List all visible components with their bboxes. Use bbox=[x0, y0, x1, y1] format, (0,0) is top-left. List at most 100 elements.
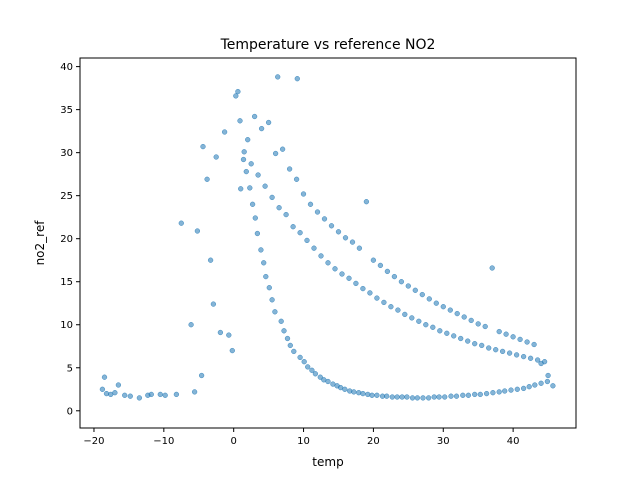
data-point bbox=[254, 230, 261, 237]
data-point bbox=[262, 183, 268, 189]
data-point bbox=[194, 228, 201, 234]
data-point bbox=[122, 392, 128, 398]
data-point bbox=[229, 347, 235, 354]
data-point bbox=[297, 230, 303, 236]
data-point bbox=[294, 76, 300, 82]
data-point bbox=[433, 300, 439, 306]
data-point bbox=[261, 260, 267, 266]
data-point bbox=[499, 348, 506, 355]
data-point bbox=[112, 390, 118, 396]
data-point bbox=[363, 199, 370, 205]
data-point bbox=[502, 388, 508, 394]
data-point bbox=[475, 321, 481, 327]
data-point bbox=[314, 209, 321, 215]
data-point bbox=[136, 395, 143, 401]
data-point bbox=[496, 328, 502, 335]
y-tick-label: 10 bbox=[60, 320, 73, 331]
data-point bbox=[517, 336, 523, 343]
x-tick-label: −10 bbox=[153, 436, 174, 447]
y-axis-label: no2_ref bbox=[33, 220, 47, 266]
data-point bbox=[335, 229, 342, 235]
data-point bbox=[339, 271, 345, 277]
data-point bbox=[191, 389, 198, 395]
data-point bbox=[389, 394, 395, 400]
data-point bbox=[381, 299, 387, 306]
data-point bbox=[328, 223, 335, 229]
data-point bbox=[477, 391, 483, 398]
data-point bbox=[293, 176, 300, 182]
data-point bbox=[489, 265, 495, 271]
data-point bbox=[101, 374, 108, 380]
data-point bbox=[99, 386, 106, 392]
x-tick-label: 30 bbox=[437, 436, 450, 447]
data-point bbox=[272, 150, 279, 157]
data-point bbox=[479, 342, 485, 349]
data-point bbox=[472, 391, 478, 398]
data-point bbox=[431, 394, 437, 400]
data-point bbox=[483, 390, 490, 397]
data-point bbox=[237, 118, 243, 124]
data-point bbox=[325, 378, 331, 385]
data-point bbox=[279, 146, 286, 152]
data-point bbox=[465, 392, 472, 398]
data-point bbox=[342, 386, 348, 392]
data-point bbox=[312, 371, 319, 377]
data-point bbox=[198, 372, 205, 379]
data-point bbox=[272, 309, 278, 315]
data-point bbox=[238, 186, 244, 192]
data-point bbox=[360, 285, 366, 292]
data-point bbox=[490, 390, 496, 396]
data-point bbox=[404, 394, 410, 400]
x-tick-label: 10 bbox=[297, 436, 310, 447]
data-point bbox=[210, 301, 217, 307]
data-point bbox=[342, 235, 349, 241]
data-point bbox=[266, 285, 272, 291]
data-point bbox=[405, 283, 411, 289]
data-point bbox=[287, 342, 293, 349]
data-point bbox=[297, 354, 303, 361]
data-point bbox=[486, 345, 492, 351]
data-point bbox=[207, 257, 214, 263]
data-point bbox=[391, 273, 398, 280]
data-point bbox=[419, 291, 425, 298]
data-point bbox=[162, 392, 168, 398]
y-tick-label: 0 bbox=[67, 406, 73, 417]
data-point bbox=[243, 168, 249, 175]
data-point bbox=[286, 166, 293, 172]
x-tick-label: 40 bbox=[507, 436, 520, 447]
data-point bbox=[453, 393, 460, 399]
data-point bbox=[241, 149, 247, 155]
data-point bbox=[269, 297, 275, 303]
data-point bbox=[541, 359, 548, 365]
data-point bbox=[426, 296, 432, 302]
data-point bbox=[440, 304, 446, 310]
data-point bbox=[524, 339, 530, 345]
data-point bbox=[148, 391, 154, 398]
data-point bbox=[430, 324, 436, 330]
data-point bbox=[370, 257, 377, 263]
data-point bbox=[349, 239, 356, 245]
data-point bbox=[451, 333, 457, 339]
data-point bbox=[360, 390, 366, 397]
data-point bbox=[248, 161, 254, 167]
data-point bbox=[437, 328, 443, 334]
data-point bbox=[374, 295, 380, 301]
data-point bbox=[127, 393, 133, 399]
data-point bbox=[395, 307, 401, 313]
data-point bbox=[240, 156, 247, 163]
data-point bbox=[384, 393, 390, 399]
data-point bbox=[173, 391, 180, 398]
data-point bbox=[356, 245, 363, 251]
data-point bbox=[423, 322, 429, 328]
data-point bbox=[460, 392, 466, 398]
data-point bbox=[482, 323, 488, 330]
data-point bbox=[318, 253, 324, 259]
y-tick-label: 5 bbox=[67, 363, 73, 374]
data-point bbox=[402, 311, 408, 318]
y-tick-label: 25 bbox=[60, 191, 73, 202]
data-point bbox=[508, 387, 514, 393]
data-point bbox=[346, 275, 352, 281]
data-point bbox=[178, 220, 184, 226]
